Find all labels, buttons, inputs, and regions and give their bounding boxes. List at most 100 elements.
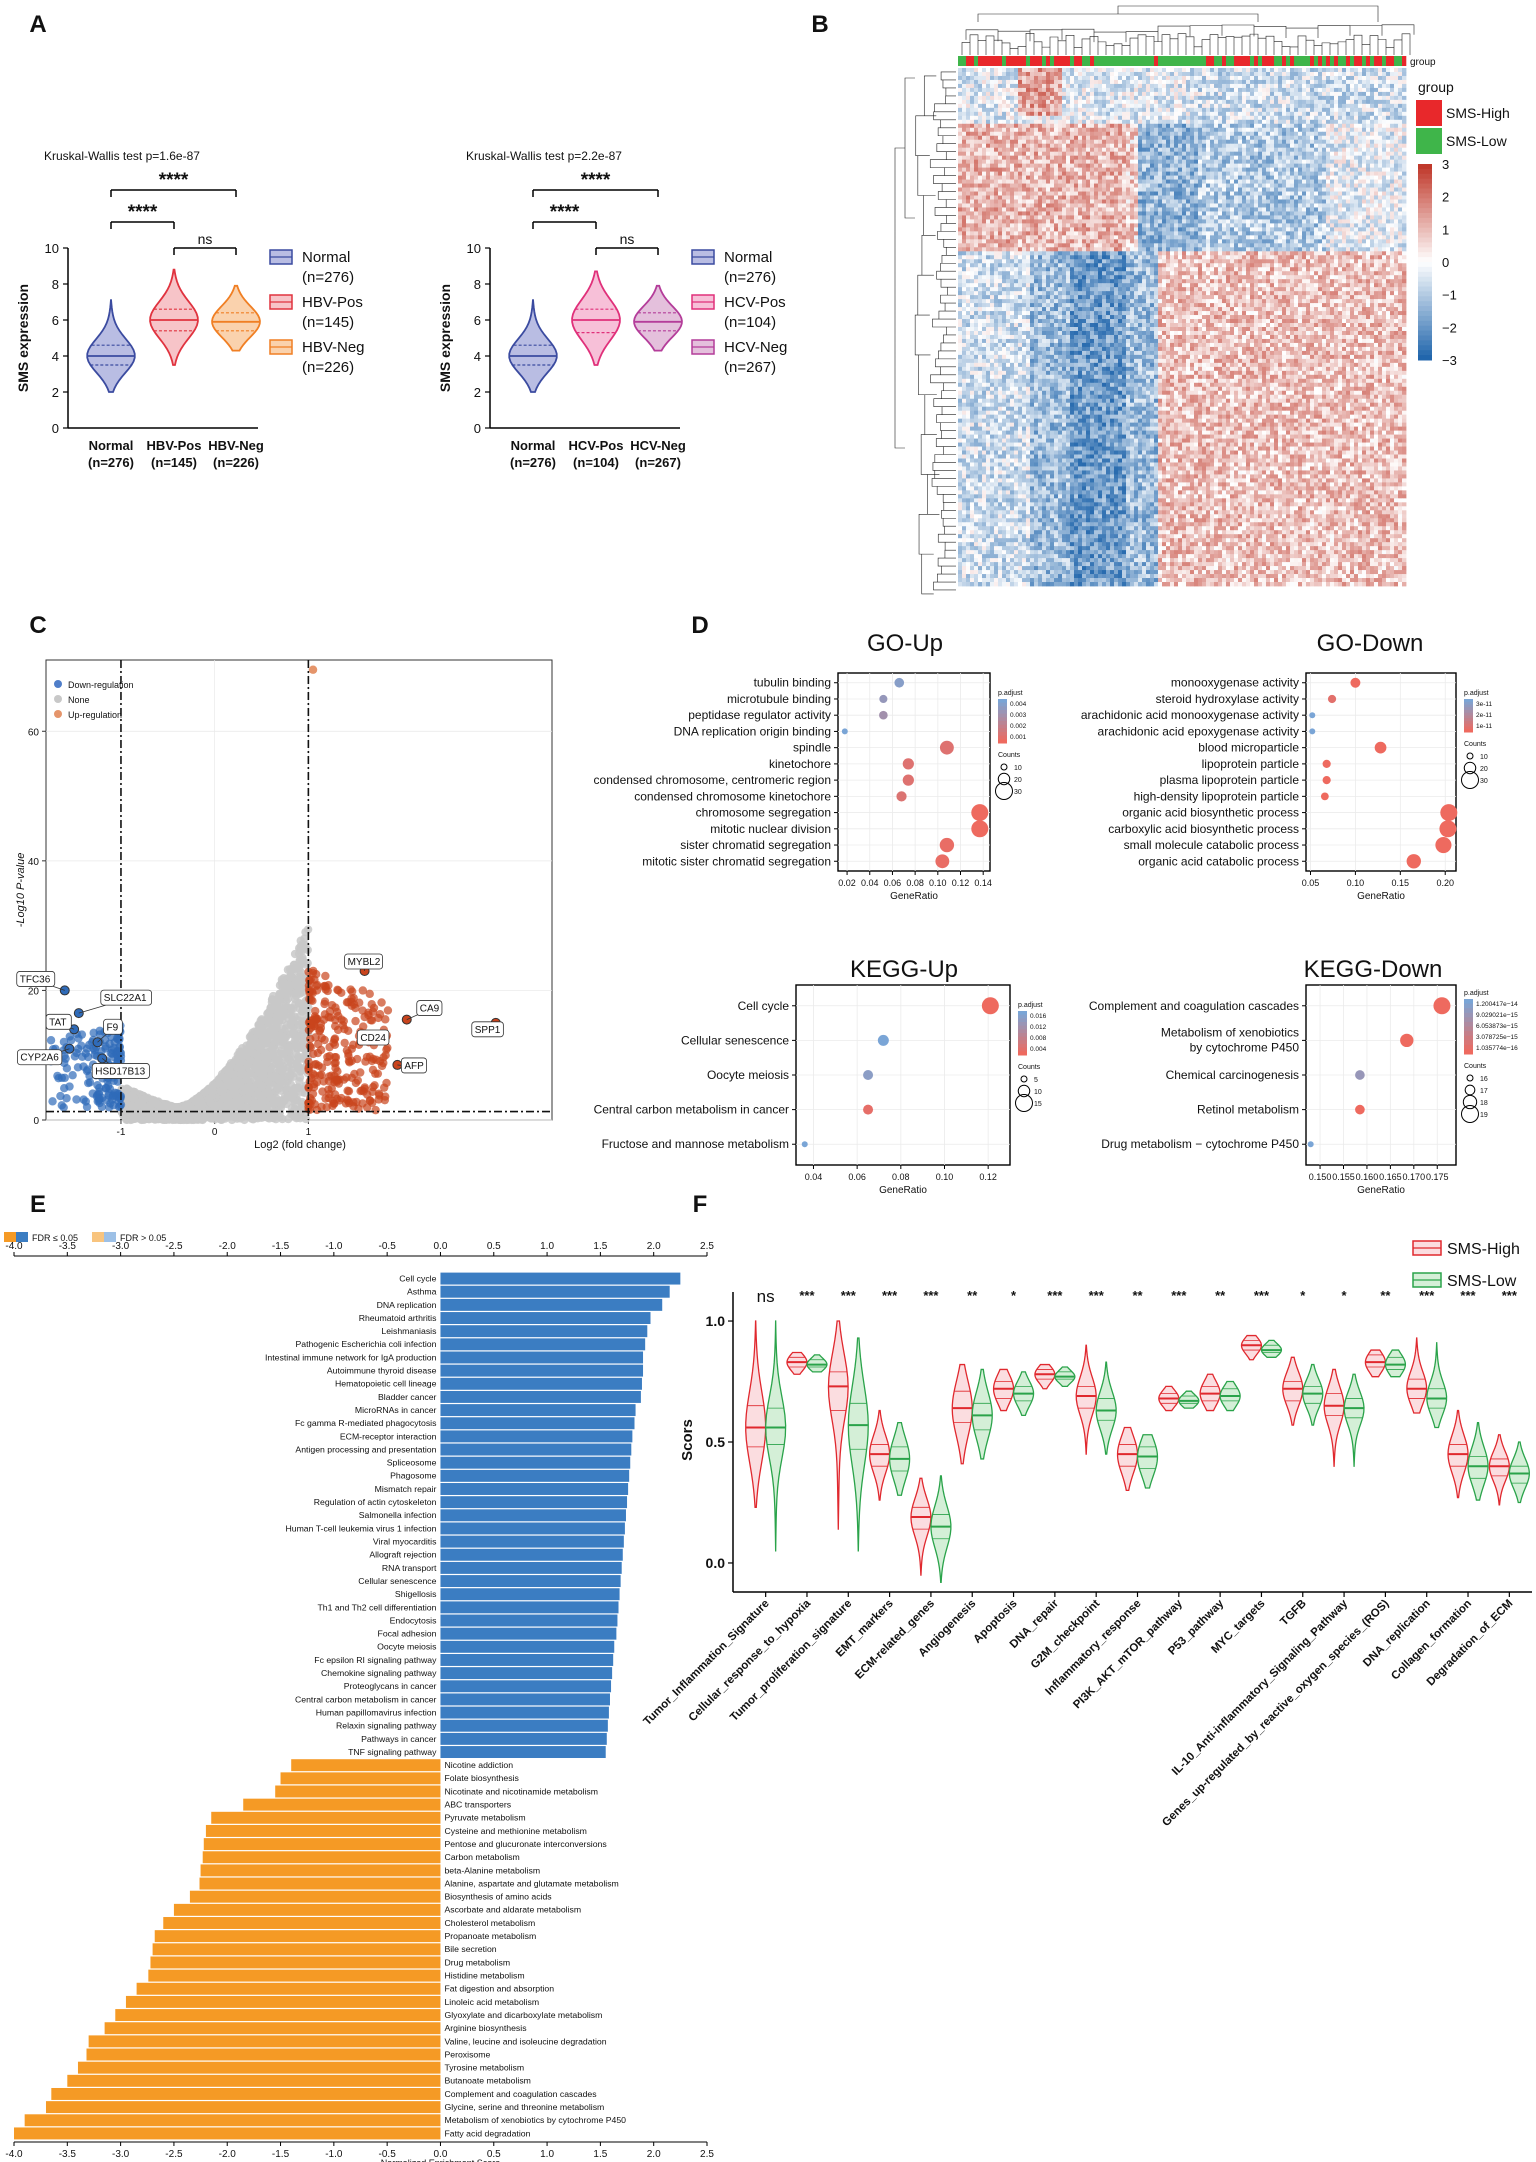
- heatmap-cell: [1110, 171, 1115, 176]
- group-annotation-cell: [1178, 56, 1183, 66]
- heatmap-cell: [982, 68, 987, 73]
- heatmap-cell: [1274, 68, 1279, 73]
- heatmap-cell: [1402, 119, 1407, 125]
- heatmap-cell: [1326, 219, 1331, 224]
- heatmap-cell: [1306, 163, 1311, 169]
- heatmap-cell: [1274, 199, 1279, 204]
- heatmap-cell: [1262, 179, 1267, 184]
- heatmap-cell: [1122, 235, 1127, 240]
- heatmap-cell: [1046, 95, 1051, 101]
- group-annotation-cell: [1158, 56, 1163, 66]
- heatmap-cell: [1182, 191, 1187, 196]
- x-tick-label: HBV-Pos: [147, 438, 202, 453]
- heatmap-cell: [1182, 115, 1187, 121]
- heatmap-cell: [1258, 231, 1263, 236]
- heatmap-cell: [1162, 207, 1167, 212]
- heatmap-cell: [1170, 163, 1175, 169]
- heatmap-cell: [1114, 99, 1119, 105]
- heatmap-cell: [1150, 75, 1155, 81]
- heatmap-cell: [1110, 219, 1115, 224]
- heatmap-cell: [1126, 143, 1131, 149]
- heatmap-cell: [1350, 203, 1355, 208]
- heatmap-cell: [1126, 179, 1131, 184]
- heatmap-cell: [1302, 215, 1307, 220]
- heatmap-cell: [1270, 119, 1275, 125]
- heatmap-cell: [1082, 167, 1087, 172]
- heatmap-cell: [1346, 191, 1351, 196]
- heatmap-cell: [1138, 95, 1143, 101]
- heatmap-cell: [1390, 71, 1395, 77]
- heatmap-cell: [1010, 223, 1015, 228]
- heatmap-cell: [1226, 111, 1231, 117]
- heatmap-cell: [1042, 211, 1047, 216]
- heatmap-cell: [1242, 159, 1247, 165]
- heatmap-cell: [1130, 199, 1135, 204]
- heatmap-cell: [1342, 219, 1347, 224]
- heatmap-cell: [1358, 227, 1363, 232]
- heatmap-cell: [1394, 175, 1399, 180]
- heatmap-cell: [1310, 115, 1315, 121]
- heatmap-cell: [1298, 107, 1303, 113]
- heatmap-cell: [1258, 219, 1263, 224]
- heatmap-cell: [1078, 143, 1083, 149]
- heatmap-cell: [1038, 71, 1043, 77]
- heatmap-cell: [1374, 195, 1379, 200]
- heatmap-cell: [1170, 183, 1175, 188]
- heatmap-cell: [1086, 123, 1091, 129]
- heatmap-cell: [1342, 175, 1347, 180]
- heatmap-cell: [1242, 215, 1247, 220]
- heatmap-cell: [1386, 99, 1391, 105]
- heatmap-cell: [1370, 223, 1375, 228]
- heatmap-cell: [1102, 135, 1107, 141]
- heatmap-cell: [970, 187, 975, 192]
- heatmap-cell: [1090, 163, 1095, 169]
- heatmap-cell: [1134, 199, 1139, 204]
- heatmap-cell: [1158, 199, 1163, 204]
- heatmap-cell: [1274, 127, 1279, 133]
- heatmap-cell: [1186, 207, 1191, 212]
- heatmap-cell: [1242, 107, 1247, 113]
- heatmap-cell: [1110, 131, 1115, 137]
- heatmap-cell: [1282, 207, 1287, 212]
- heatmap-cell: [1326, 223, 1331, 228]
- heatmap-cell: [1130, 68, 1135, 73]
- heatmap-cell: [1218, 139, 1223, 145]
- heatmap-cell: [1358, 147, 1363, 153]
- heatmap-cell: [1022, 163, 1027, 169]
- heatmap-cell: [1314, 123, 1319, 129]
- heatmap-cell: [1346, 175, 1351, 180]
- heatmap-cell: [1174, 179, 1179, 184]
- heatmap-cell: [1126, 195, 1131, 200]
- heatmap-cell: [1126, 135, 1131, 141]
- heatmap-cell: [1090, 219, 1095, 224]
- heatmap-cell: [1374, 135, 1379, 141]
- heatmap-cell: [1134, 115, 1139, 121]
- heatmap-cell: [1366, 107, 1371, 113]
- heatmap-cell: [1294, 95, 1299, 101]
- heatmap-cell: [1098, 115, 1103, 121]
- heatmap-cell: [1214, 143, 1219, 149]
- heatmap-cell: [1226, 95, 1231, 101]
- heatmap-cell: [1050, 215, 1055, 220]
- heatmap-cell: [1094, 203, 1099, 208]
- heatmap-cell: [1358, 167, 1363, 172]
- heatmap-cell: [1190, 119, 1195, 125]
- heatmap-cell: [962, 75, 967, 81]
- heatmap-cell: [1374, 215, 1379, 220]
- group-annotation-cell: [1114, 56, 1119, 66]
- heatmap-cell: [1182, 231, 1187, 236]
- heatmap-cell: [1022, 199, 1027, 204]
- heatmap-cell: [1342, 83, 1347, 89]
- heatmap-cell: [1026, 203, 1031, 208]
- heatmap-cell: [1206, 151, 1211, 157]
- heatmap-cell: [1278, 215, 1283, 220]
- heatmap-cell: [990, 79, 995, 85]
- heatmap-cell: [1014, 103, 1019, 109]
- heatmap-cell: [962, 191, 967, 196]
- heatmap-cell: [1194, 123, 1199, 129]
- heatmap-cell: [1222, 139, 1227, 145]
- heatmap-cell: [1226, 99, 1231, 105]
- heatmap-cell: [1334, 207, 1339, 212]
- heatmap-cell: [1174, 223, 1179, 228]
- heatmap-cell: [1002, 127, 1007, 133]
